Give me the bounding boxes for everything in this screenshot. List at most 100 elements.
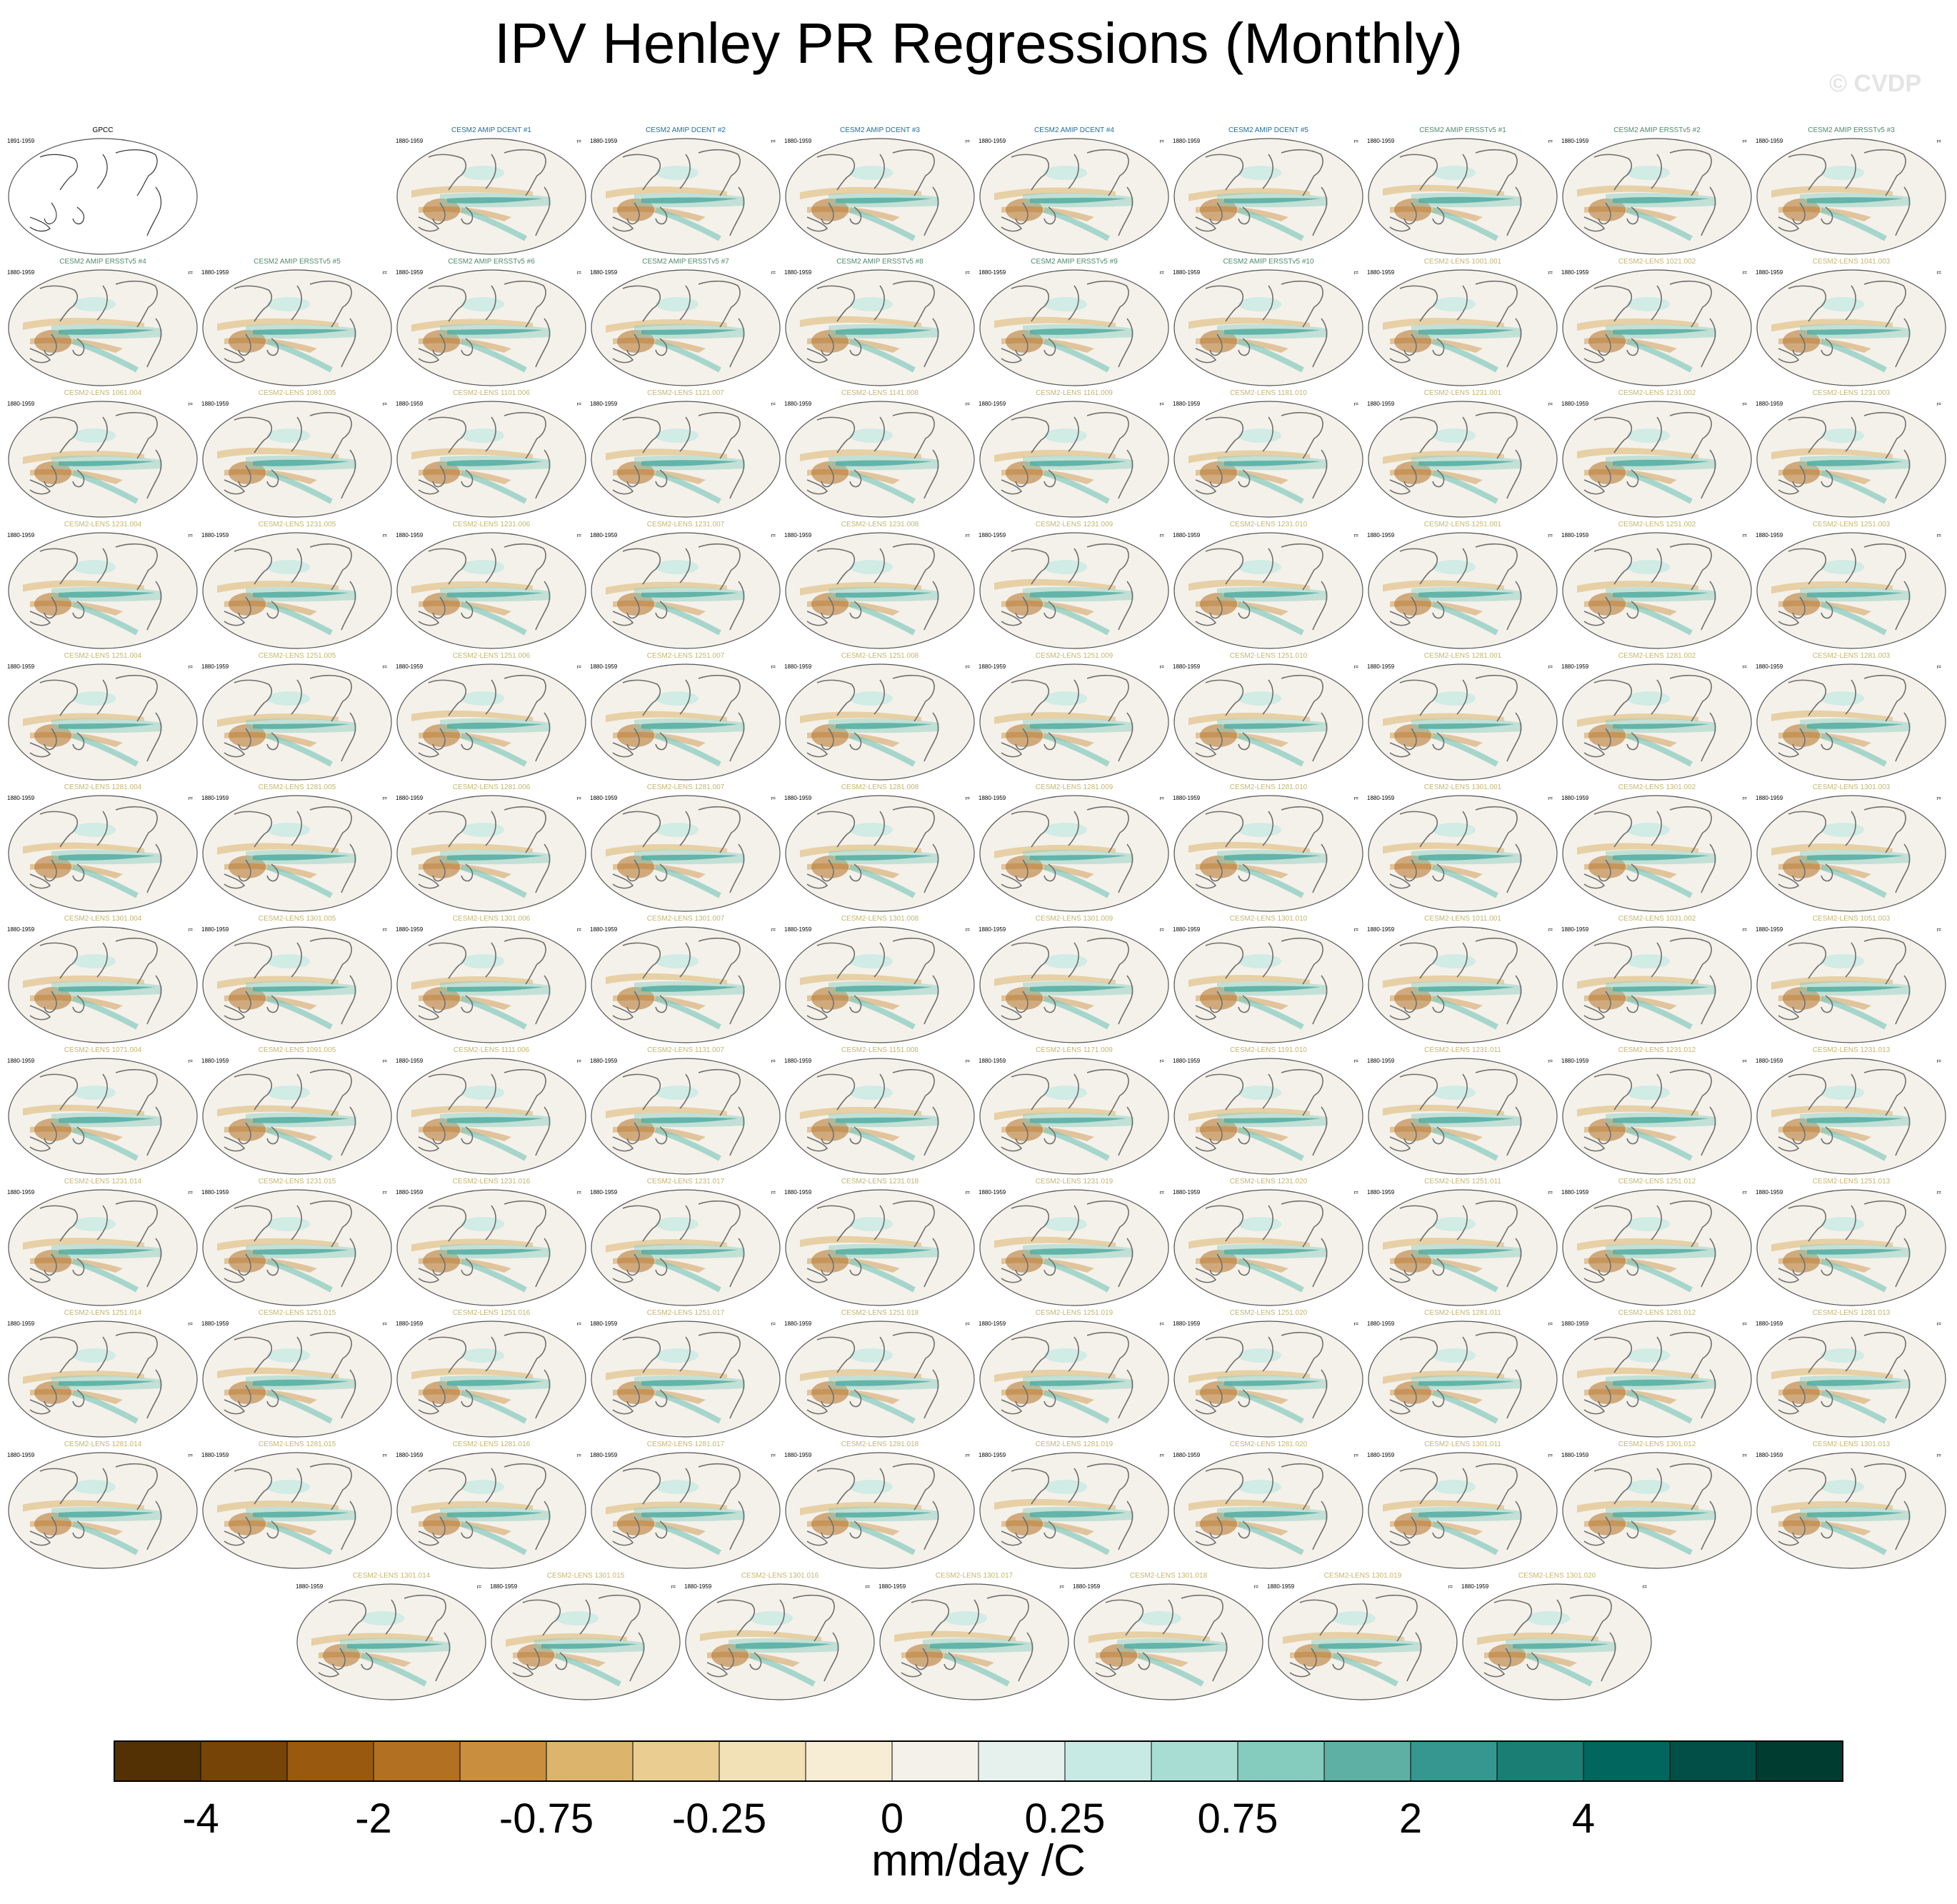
map-outline — [979, 795, 1169, 912]
coastline — [1863, 411, 1906, 459]
map-background — [1757, 1321, 1946, 1437]
coastline — [1118, 1500, 1133, 1550]
map-outline — [1562, 1452, 1752, 1569]
map-outline — [8, 532, 198, 649]
coastline — [418, 1005, 440, 1021]
regression-negative-blob — [423, 1250, 460, 1273]
panel-title: GPCC — [93, 126, 114, 134]
coastline — [1701, 975, 1716, 1025]
regression-positive-halo — [1606, 192, 1716, 208]
panel-rank-label: r= — [771, 1453, 776, 1458]
panel-period-label: 1880-1959 — [1173, 663, 1201, 670]
regression-positive-patch — [1044, 823, 1087, 837]
coastline — [679, 679, 691, 715]
coastline — [1043, 469, 1056, 488]
regression-positive-halo — [829, 981, 939, 996]
regression-positive-patch — [461, 297, 504, 311]
map — [1368, 532, 1558, 649]
panel-title: CESM2 AMIP ERSSTv5 #1 — [1419, 126, 1506, 134]
coastline — [806, 479, 829, 495]
regression-positive-band — [1431, 996, 1498, 1030]
coastline — [698, 543, 741, 591]
coastline — [1389, 1005, 1411, 1021]
regression-positive-tongue — [1030, 855, 1126, 861]
regression-positive-patch — [73, 1348, 116, 1363]
regression-negative-band — [217, 843, 339, 855]
regression-positive-tongue — [1224, 1510, 1321, 1518]
regression-positive-halo — [1411, 1375, 1522, 1391]
coastline — [698, 1463, 741, 1510]
coastline — [1281, 149, 1323, 196]
regression-positive-band — [943, 1653, 1010, 1687]
regression-positive-patch — [1433, 166, 1476, 180]
coastline — [461, 338, 474, 356]
map-background — [203, 1453, 391, 1568]
coastline — [39, 285, 79, 322]
coastline — [1651, 1468, 1662, 1503]
regression-negative-blob — [1394, 199, 1431, 221]
coastline — [1863, 543, 1906, 591]
coastline — [72, 1258, 85, 1276]
map-outline — [8, 1452, 198, 1569]
coastline — [1312, 186, 1328, 236]
coastline — [626, 1122, 640, 1145]
coastline — [115, 1068, 158, 1116]
coastline — [824, 1632, 839, 1682]
regression-positive-tongue — [447, 197, 544, 204]
panel-title: CESM2-LENS 1251.015 — [259, 1309, 336, 1317]
regression-negative-blob — [617, 593, 654, 616]
coastline — [612, 348, 634, 364]
regression-negative-band — [994, 712, 1116, 724]
regression-positive-halo — [1606, 586, 1716, 602]
coastline — [72, 863, 85, 882]
coastline — [146, 1500, 162, 1550]
regression-positive-tongue — [253, 459, 349, 466]
coastline — [1788, 1336, 1827, 1373]
panel-title: CESM2 AMIP DCENT #2 — [646, 126, 726, 134]
regression-positive-band — [1237, 601, 1304, 636]
coastline — [1788, 416, 1827, 454]
coastline — [432, 1516, 446, 1539]
map-outline — [396, 1189, 586, 1306]
map-outline — [8, 663, 198, 781]
coastline — [1068, 548, 1079, 583]
coastline — [1043, 1126, 1056, 1145]
panel-period-label: 1880-1959 — [1756, 138, 1783, 144]
map — [591, 1452, 781, 1569]
coastline — [39, 1336, 79, 1373]
coastline — [224, 1005, 246, 1021]
coastline — [821, 465, 834, 488]
regression-negative-band — [217, 1500, 339, 1513]
map-outline — [785, 1189, 975, 1306]
regression-negative-band — [411, 319, 533, 332]
map — [202, 663, 392, 781]
regression-negative-blob — [1588, 199, 1626, 221]
regression-positive-band — [1237, 1127, 1304, 1161]
coastline — [1043, 863, 1056, 882]
map — [1756, 1321, 1946, 1438]
coastline — [1493, 1599, 1533, 1636]
regression-positive-halo — [1311, 1638, 1422, 1653]
regression-positive-patch — [1627, 1217, 1670, 1231]
regression-negative-blob — [1394, 1118, 1431, 1141]
coastline — [1262, 154, 1273, 189]
coastline — [1626, 1389, 1639, 1408]
colorbar-ticks: -4 -2 -0.75 -0.25 0 0.25 0.75 2 4 — [182, 1795, 1595, 1842]
regression-positive-patch — [461, 954, 504, 968]
map-outline — [8, 926, 198, 1043]
coastline — [1863, 280, 1906, 328]
regression-positive-patch — [73, 1480, 116, 1494]
regression-negative-band — [311, 1633, 433, 1646]
regression-negative-blob — [1394, 1250, 1431, 1273]
coastline — [924, 1500, 939, 1550]
colorbar-box — [1496, 1740, 1584, 1782]
coastline — [1375, 1594, 1418, 1642]
map-background — [397, 796, 586, 911]
coastline — [1195, 873, 1217, 889]
regression-positive-band — [849, 1258, 916, 1293]
